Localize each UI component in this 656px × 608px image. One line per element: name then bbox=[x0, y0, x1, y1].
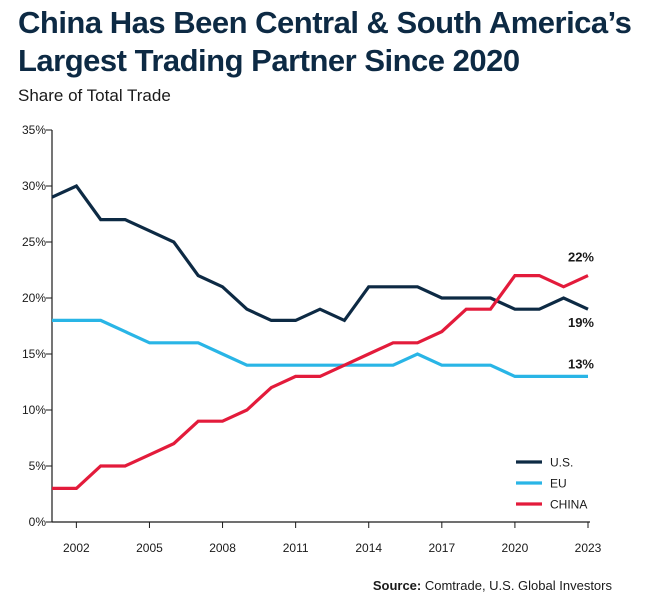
y-tick-label: 20% bbox=[22, 291, 46, 305]
annotation-eu: 13% bbox=[568, 356, 594, 371]
legend-label-china: CHINA bbox=[550, 498, 587, 512]
series-line-china bbox=[52, 274, 589, 490]
y-tick-label: 10% bbox=[22, 403, 46, 417]
y-tick-label: 5% bbox=[29, 459, 47, 473]
y-tick-label: 30% bbox=[22, 179, 46, 193]
x-tick-label: 2020 bbox=[502, 541, 529, 555]
y-tick-label: 15% bbox=[22, 347, 46, 361]
series-line-eu bbox=[52, 318, 588, 378]
x-tick-label: 2008 bbox=[209, 541, 236, 555]
legend-label-us: U.S. bbox=[550, 456, 573, 470]
x-tick-label: 2023 bbox=[575, 541, 602, 555]
y-tick-label: 0% bbox=[29, 515, 47, 529]
annotation-china: 22% bbox=[568, 250, 594, 265]
legend-label-eu: EU bbox=[550, 477, 567, 491]
chart-title: China Has Been Central & South America’s… bbox=[18, 4, 648, 80]
x-tick-label: 2002 bbox=[63, 541, 90, 555]
title-line-2: Largest Trading Partner Since 2020 bbox=[18, 43, 520, 78]
chart-subtitle: Share of Total Trade bbox=[18, 86, 171, 105]
x-tick-label: 2005 bbox=[136, 541, 163, 555]
y-tick-label: 35% bbox=[22, 123, 46, 137]
series-line-us bbox=[51, 183, 589, 323]
x-tick-label: 2014 bbox=[355, 541, 382, 555]
x-tick-label: 2011 bbox=[283, 541, 309, 555]
y-tick-label: 25% bbox=[22, 235, 46, 249]
source-text: Comtrade, U.S. Global Investors bbox=[424, 578, 612, 593]
source-note: Source: Comtrade, U.S. Global Investors bbox=[373, 578, 612, 593]
x-tick-label: 2017 bbox=[428, 541, 455, 555]
source-label: Source: bbox=[372, 578, 422, 593]
annotation-us: 19% bbox=[568, 315, 594, 330]
title-line-1: China Has Been Central & South America’s bbox=[18, 5, 632, 40]
